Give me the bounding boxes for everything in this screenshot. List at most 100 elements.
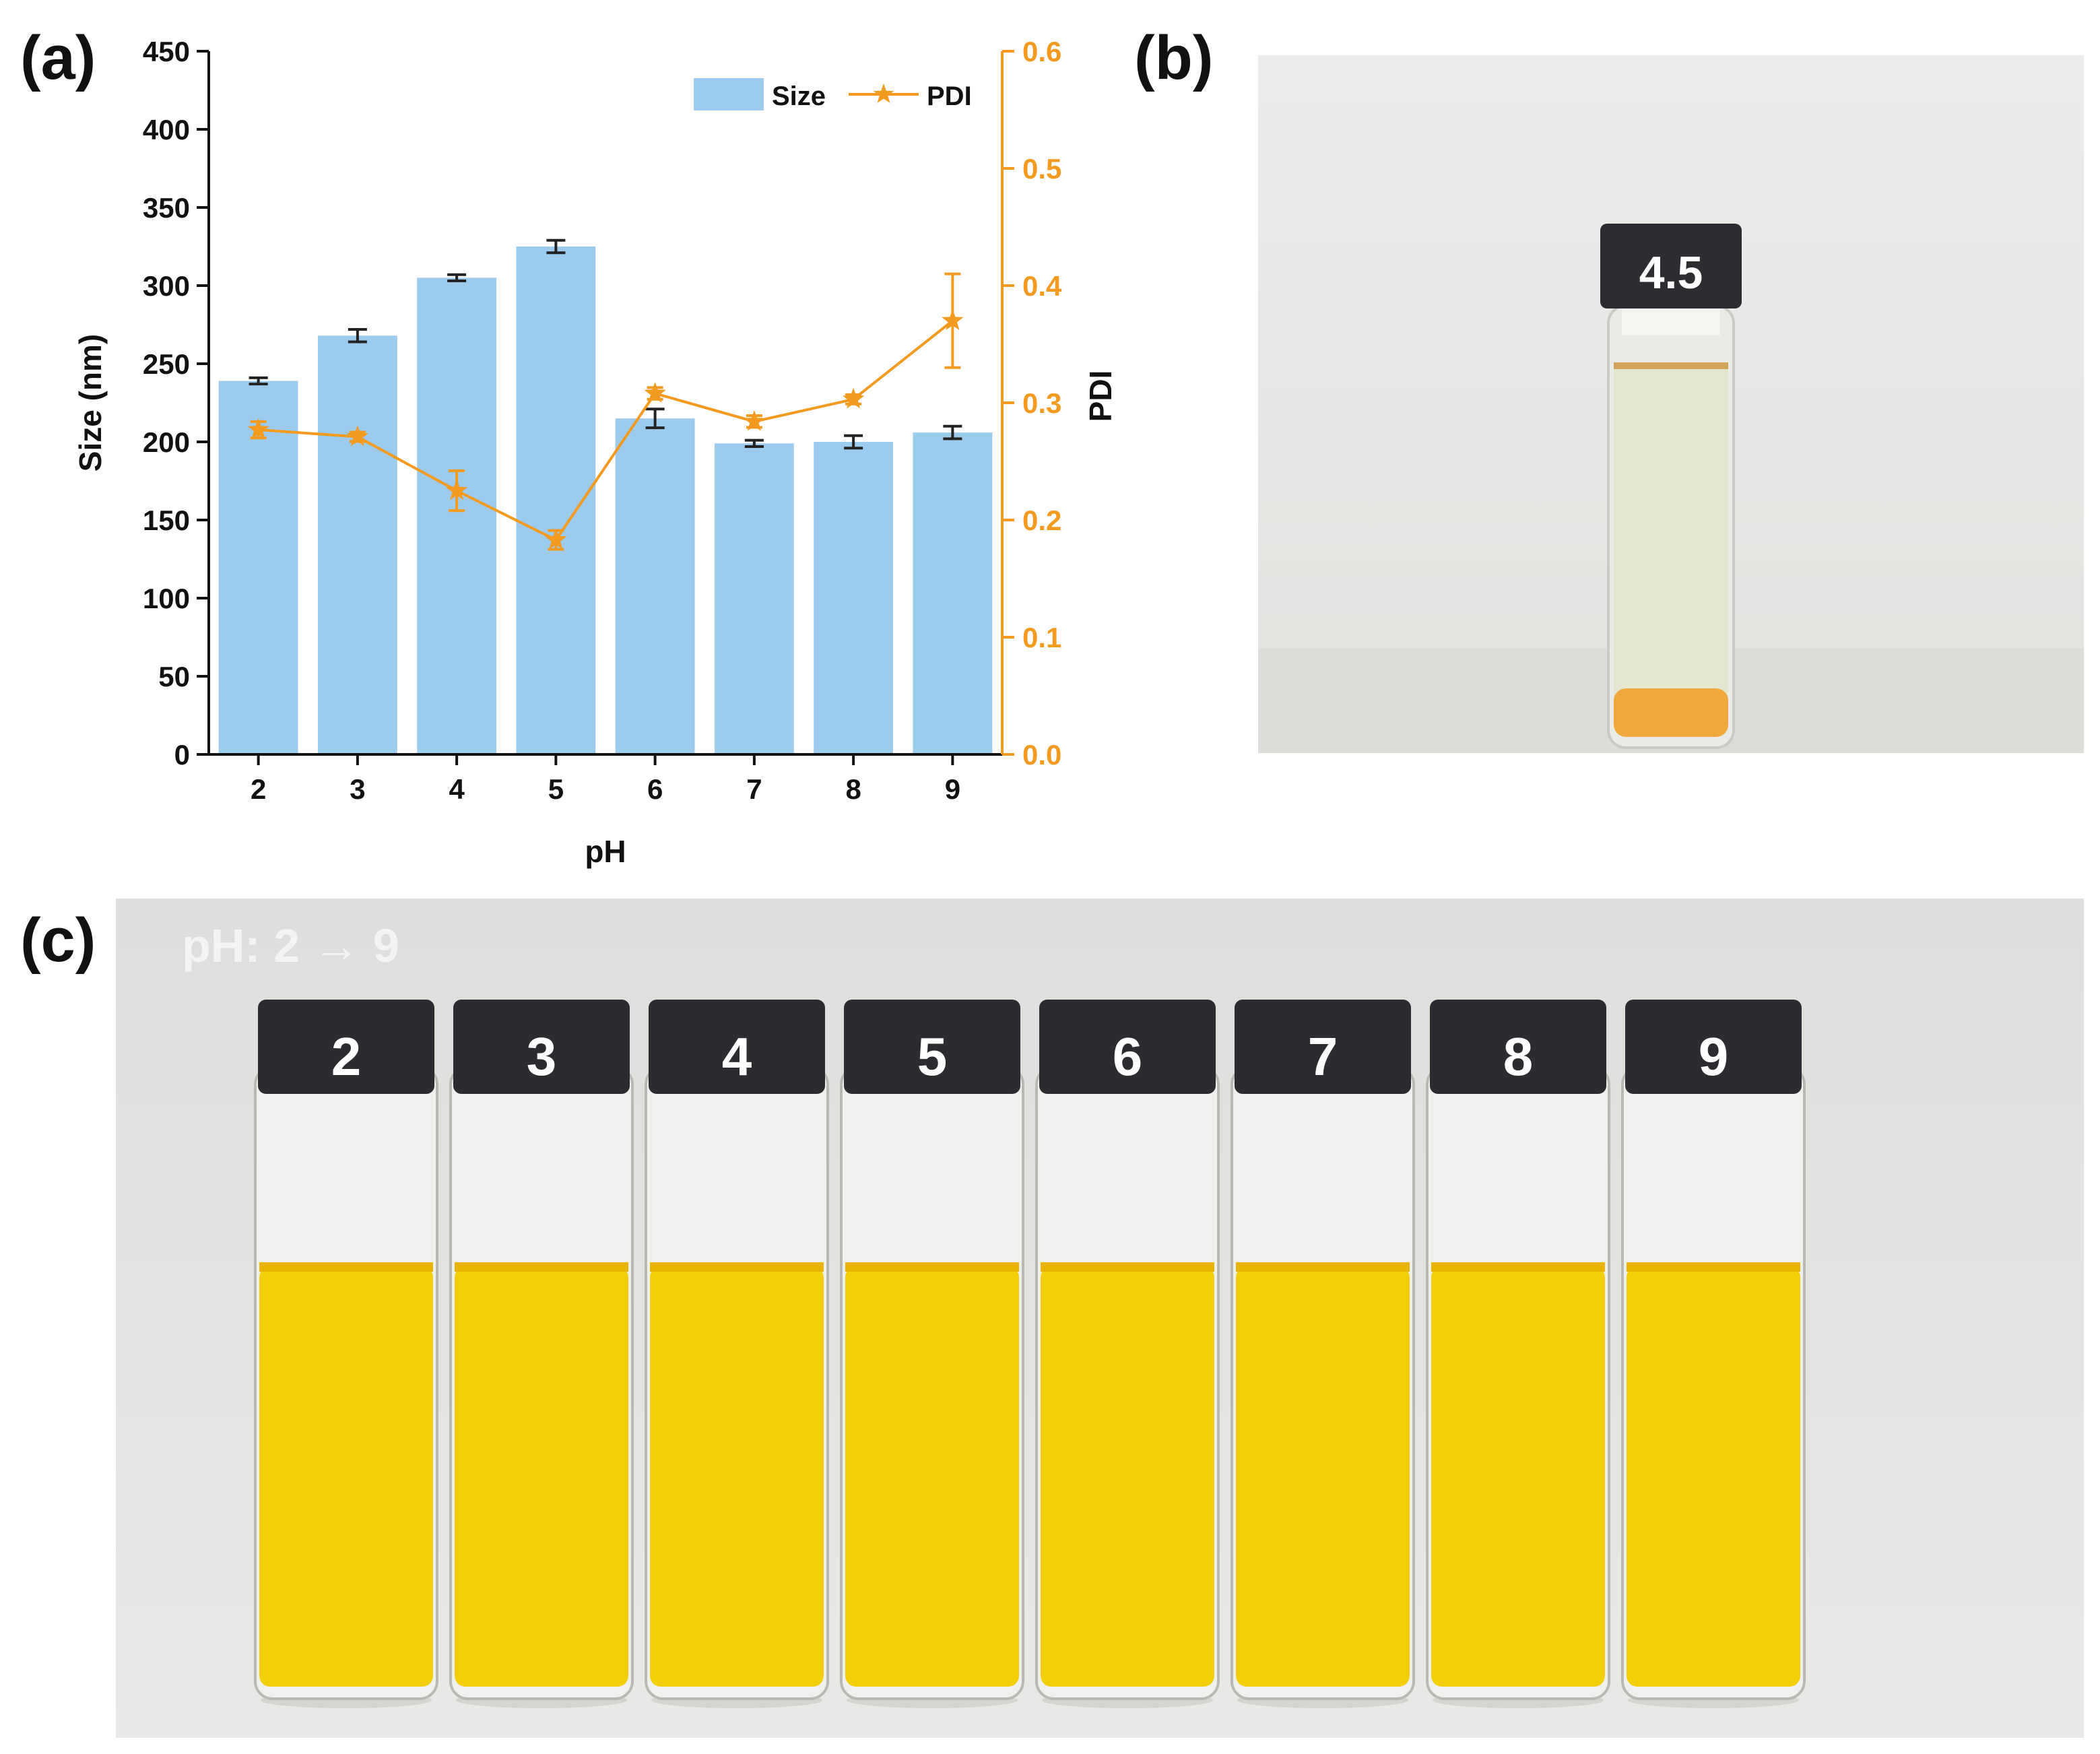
panel-label-c: (c) bbox=[20, 906, 96, 975]
vial-cap bbox=[649, 1000, 825, 1094]
size-error-bar bbox=[645, 408, 665, 430]
vial-label: 4.5 bbox=[1639, 247, 1703, 298]
ph-range-caption: pH: 2 → 9 bbox=[182, 919, 399, 972]
pdi-point bbox=[247, 418, 269, 439]
y2-tick-label: 0.3 bbox=[1022, 387, 1061, 419]
vial-liquid bbox=[1041, 1266, 1214, 1687]
vial-label: 6 bbox=[1113, 1027, 1143, 1086]
vial-meniscus bbox=[1041, 1262, 1214, 1272]
vial: 3 bbox=[449, 1000, 634, 1708]
vial-meniscus bbox=[1236, 1262, 1410, 1272]
size-error-bar bbox=[844, 434, 863, 450]
y-tick-label: 100 bbox=[143, 583, 190, 614]
y-tick-label: 200 bbox=[143, 426, 190, 458]
vial-label: 5 bbox=[917, 1027, 948, 1086]
size-error-bar bbox=[943, 424, 962, 441]
vial-meniscus bbox=[1614, 362, 1728, 369]
x-tick-label: 6 bbox=[647, 773, 663, 805]
vial-meniscus bbox=[1431, 1262, 1605, 1272]
vial-meniscus bbox=[455, 1262, 628, 1272]
vial-label: 9 bbox=[1699, 1027, 1729, 1086]
pdi-point bbox=[644, 382, 666, 403]
panel-label-a: (a) bbox=[20, 24, 96, 92]
pdi-point bbox=[446, 479, 468, 500]
vial-cap bbox=[1600, 224, 1742, 308]
size-error-bar bbox=[546, 238, 566, 255]
size-error-bar bbox=[447, 273, 467, 283]
legend-size-swatch bbox=[694, 78, 764, 110]
y2-tick-label: 0.2 bbox=[1022, 505, 1061, 536]
pdi-point bbox=[942, 309, 964, 330]
vial-cap bbox=[1430, 1000, 1606, 1094]
vial-liquid bbox=[259, 1266, 433, 1687]
legend-pdi-marker bbox=[873, 84, 894, 103]
y2-axis-title: PDI bbox=[1083, 370, 1118, 422]
vial: 9 bbox=[1621, 1000, 1806, 1708]
vial-liquid bbox=[1614, 366, 1728, 710]
vial-liquid bbox=[845, 1266, 1019, 1687]
y-axis-title: Size (nm) bbox=[73, 334, 108, 472]
y-tick-label: 0 bbox=[174, 739, 190, 771]
vial-meniscus bbox=[650, 1262, 824, 1272]
pdi-line bbox=[258, 319, 954, 542]
vial-neck bbox=[1622, 308, 1720, 335]
vial: 2 bbox=[254, 1000, 438, 1708]
vial-liquid bbox=[650, 1266, 824, 1687]
legend-size-label: Size bbox=[772, 82, 826, 111]
size-bar bbox=[615, 418, 695, 754]
vial-cap bbox=[258, 1000, 434, 1094]
y-tick-label: 150 bbox=[143, 505, 190, 536]
y2-tick-label: 0.4 bbox=[1022, 270, 1062, 302]
pdi-point bbox=[843, 387, 865, 409]
y-tick-label: 350 bbox=[143, 192, 190, 224]
vial-liquid bbox=[1236, 1266, 1410, 1687]
panel-label-b: (b) bbox=[1134, 24, 1214, 92]
size-error-bar bbox=[249, 376, 268, 386]
y2-tick-label: 0.6 bbox=[1022, 36, 1061, 67]
y-tick-label: 400 bbox=[143, 114, 190, 145]
pdi-point bbox=[743, 410, 765, 431]
size-error-bar bbox=[744, 438, 764, 448]
photo-vial-row: 2 3 4 5 6 7 8 9 pH: 2 → 9 bbox=[116, 899, 2084, 1738]
vial-label: 7 bbox=[1308, 1027, 1338, 1086]
x-tick-label: 3 bbox=[350, 773, 365, 805]
y-tick-label: 50 bbox=[158, 661, 190, 692]
photo-single-vial: 4.5 bbox=[1258, 55, 2084, 753]
size-bar bbox=[218, 381, 298, 754]
vial-liquid bbox=[455, 1266, 628, 1687]
x-tick-label: 7 bbox=[746, 773, 762, 805]
vial-cap bbox=[453, 1000, 630, 1094]
size-bar bbox=[317, 335, 397, 754]
vial-label: 2 bbox=[331, 1027, 362, 1086]
y-tick-label: 250 bbox=[143, 348, 190, 380]
size-error-bar bbox=[348, 327, 367, 344]
vial-sediment bbox=[1614, 688, 1728, 737]
vial: 5 bbox=[840, 1000, 1024, 1708]
vial: 8 bbox=[1426, 1000, 1610, 1708]
x-tick-label: 4 bbox=[449, 773, 465, 805]
vial-cap bbox=[844, 1000, 1020, 1094]
vial: 4 bbox=[645, 1000, 829, 1708]
vial-cap bbox=[1235, 1000, 1411, 1094]
vial-label: 3 bbox=[527, 1027, 557, 1086]
vial-meniscus bbox=[1627, 1262, 1800, 1272]
size-bar bbox=[814, 442, 894, 754]
y-tick-label: 450 bbox=[143, 36, 190, 67]
vial: 6 bbox=[1035, 1000, 1220, 1708]
vial-liquid bbox=[1431, 1266, 1605, 1687]
pdi-point bbox=[545, 528, 567, 550]
y2-tick-label: 0.0 bbox=[1022, 739, 1061, 771]
vial-meniscus bbox=[259, 1262, 433, 1272]
pdi-point bbox=[346, 425, 368, 447]
x-tick-label: 2 bbox=[251, 773, 266, 805]
vial-liquid bbox=[1627, 1266, 1800, 1687]
legend-pdi-label: PDI bbox=[927, 82, 972, 111]
x-tick-label: 8 bbox=[845, 773, 861, 805]
vial-cap bbox=[1625, 1000, 1802, 1094]
y2-tick-label: 0.5 bbox=[1022, 153, 1061, 185]
x-tick-label: 9 bbox=[945, 773, 960, 805]
vial-cap bbox=[1039, 1000, 1216, 1094]
size-pdi-chart: 0 50 100 150 200 250 300 350 400 450 0.0 0.1 0.2 0.3 0… bbox=[73, 36, 1118, 869]
size-bar bbox=[417, 278, 497, 754]
vial-label: 8 bbox=[1503, 1027, 1534, 1086]
